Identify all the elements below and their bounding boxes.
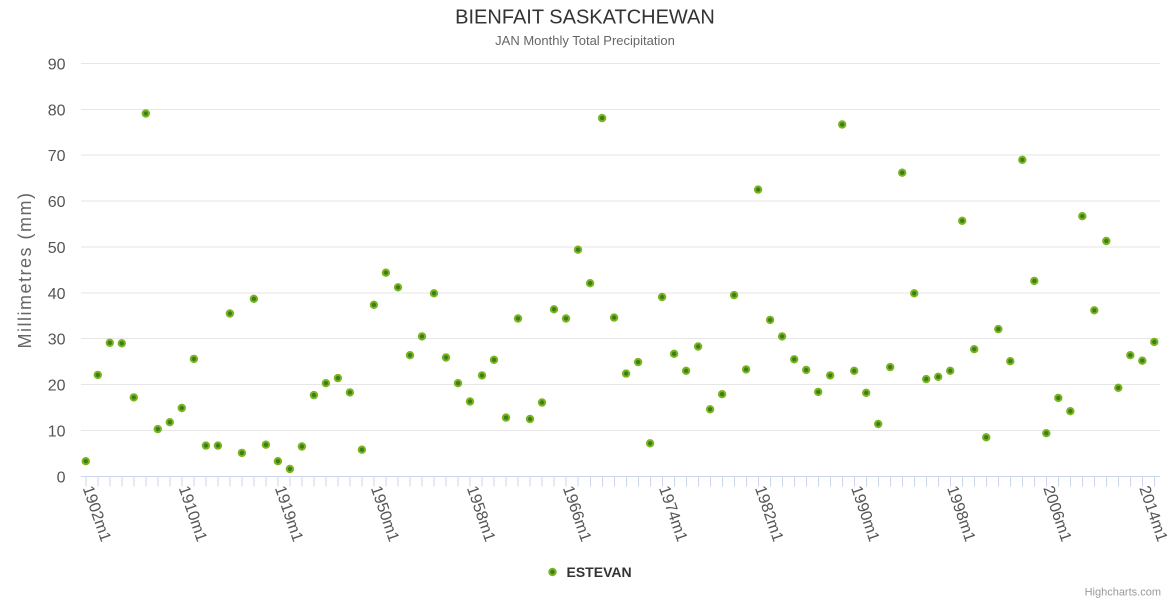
svg-text:40: 40 [48, 286, 66, 303]
svg-text:30: 30 [48, 332, 66, 349]
svg-text:80: 80 [48, 102, 66, 119]
svg-text:Millimetres (mm): Millimetres (mm) [15, 192, 35, 349]
svg-text:90: 90 [48, 57, 66, 74]
svg-text:JAN Monthly Total Precipitatio: JAN Monthly Total Precipitation [495, 33, 675, 48]
svg-text:ESTEVAN: ESTEVAN [567, 564, 632, 580]
svg-text:10: 10 [48, 423, 66, 440]
svg-text:20: 20 [48, 378, 66, 395]
svg-text:50: 50 [48, 240, 66, 257]
svg-text:Highcharts.com: Highcharts.com [1085, 587, 1161, 599]
svg-text:70: 70 [48, 148, 66, 165]
svg-text:60: 60 [48, 194, 66, 211]
svg-text:0: 0 [57, 469, 66, 486]
svg-text:BIENFAIT SASKATCHEWAN: BIENFAIT SASKATCHEWAN [455, 7, 715, 29]
